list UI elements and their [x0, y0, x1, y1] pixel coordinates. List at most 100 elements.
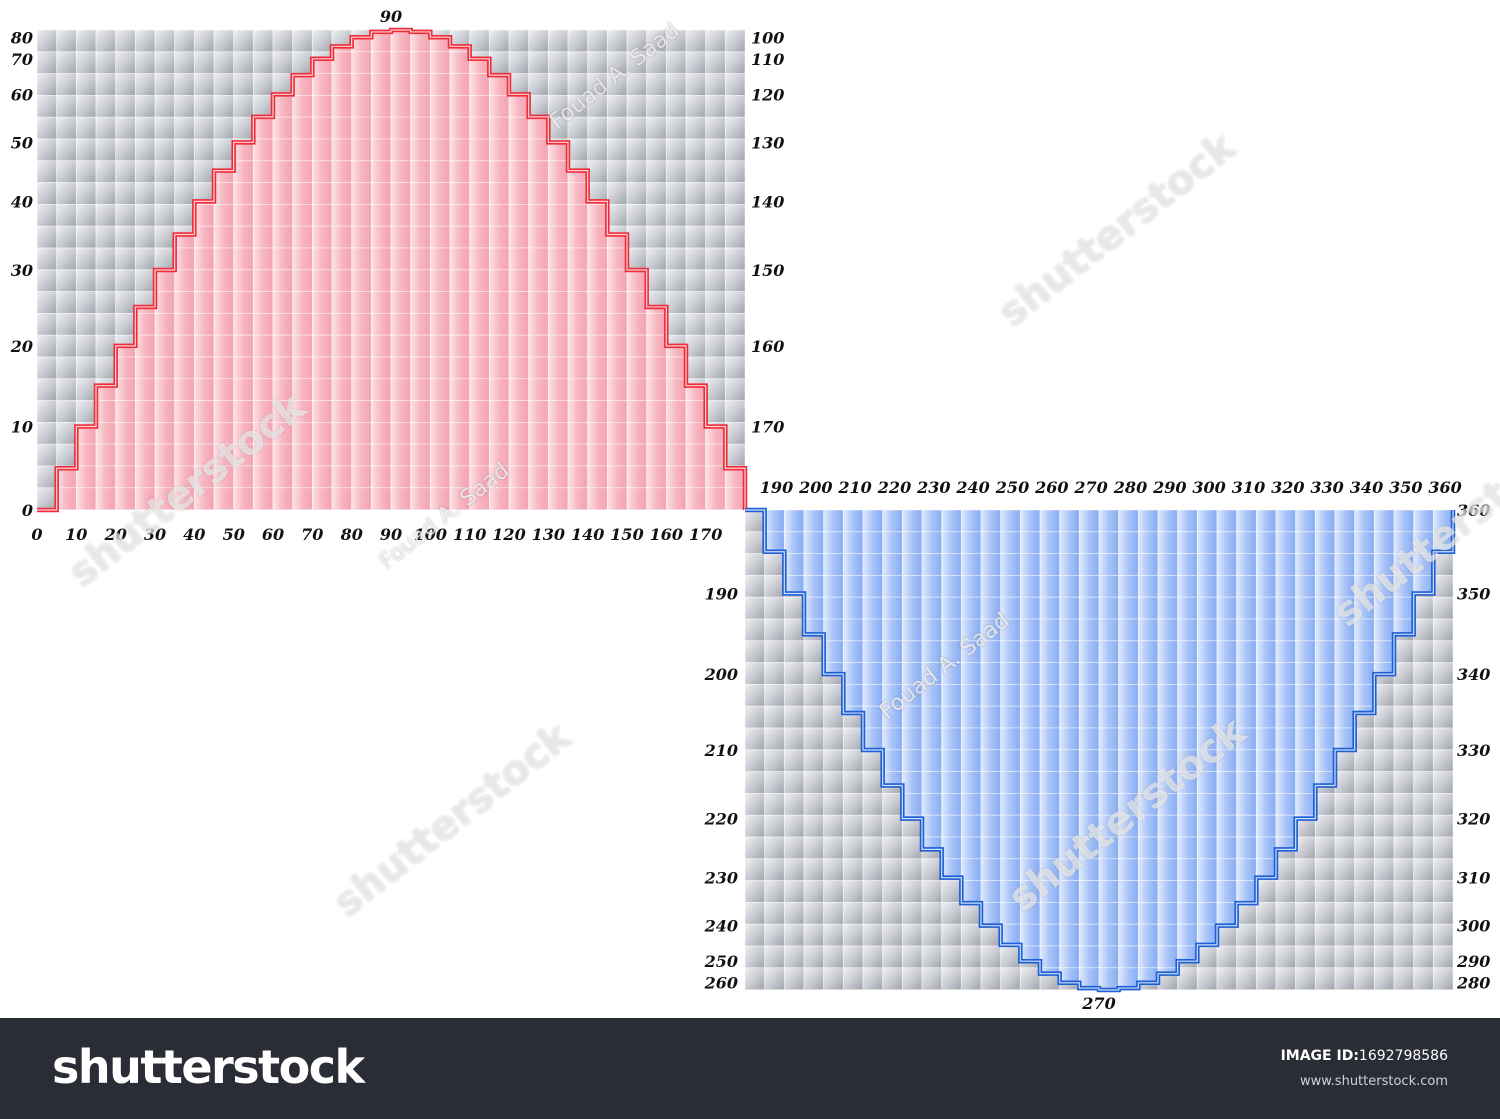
x-tick-label: 120 — [492, 525, 525, 544]
pink-cell — [429, 334, 451, 358]
y-tick-label-left: 10 — [11, 418, 33, 437]
x-tick-label: 100 — [414, 525, 447, 544]
pink-cell — [370, 225, 392, 249]
grid-bottom-cell — [823, 967, 844, 990]
blue-cell — [1019, 923, 1041, 947]
pink-cell — [292, 138, 313, 162]
pink-cell — [665, 378, 687, 401]
grid-top-cell — [134, 138, 156, 162]
blue-cell — [960, 814, 982, 838]
blue-cell — [1275, 618, 1297, 642]
blue-cell — [1157, 618, 1179, 642]
blue-cell — [1078, 814, 1100, 838]
grid-top-cell — [134, 51, 156, 74]
grid-bottom-cell — [744, 596, 766, 620]
grid-top-cell — [587, 160, 608, 184]
blue-cell — [1078, 684, 1100, 707]
pink-cell — [272, 95, 294, 118]
pink-cell — [429, 116, 451, 140]
grid-top-cell — [115, 29, 136, 53]
pink-cell — [233, 160, 254, 184]
pink-cell — [351, 95, 372, 118]
pink-cell — [390, 182, 412, 205]
grid-top-cell — [134, 182, 156, 205]
pink-cell — [115, 465, 136, 489]
pink-cell — [193, 465, 215, 489]
axis-labels: 0 10 20 30 40 50 60 70 80 90 100 110 120 130 140 150 160… — [10, 7, 1491, 1013]
pink-cell — [587, 465, 608, 489]
blue-cell — [1216, 793, 1238, 816]
grid-bottom-cell — [764, 967, 785, 990]
blue-cell — [1039, 836, 1061, 860]
pink-cell — [351, 465, 372, 489]
pink-cell — [233, 334, 254, 358]
grid-top-cell — [724, 400, 746, 423]
blue-cell — [1216, 684, 1238, 707]
blue-cell — [1354, 553, 1375, 576]
blue-cell — [1157, 705, 1179, 729]
pink-cell — [75, 487, 97, 510]
pink-cell — [311, 95, 333, 118]
grid-top-cell — [95, 203, 117, 227]
x-tick-label-top: 190 — [760, 478, 793, 497]
grid-bottom-cell — [1275, 967, 1297, 990]
blue-cell — [1314, 575, 1336, 598]
blue-cell — [941, 749, 962, 772]
grid-top-cell — [724, 443, 746, 467]
x-tick-label-top: 310 — [1232, 478, 1265, 497]
grid-bottom-cell — [764, 705, 785, 729]
pink-cell — [429, 73, 451, 96]
grid-top-cell — [508, 29, 530, 53]
pink-cell — [488, 465, 510, 489]
grid-bottom-cell — [941, 945, 962, 969]
grid-bottom-cell — [744, 858, 766, 881]
blue-cell — [1373, 553, 1395, 576]
pink-cell — [370, 443, 392, 467]
blue-cell — [1393, 596, 1415, 620]
grid-top-cell — [705, 225, 726, 249]
pink-cell — [528, 116, 549, 140]
blue-cell — [1255, 553, 1277, 576]
grid-top-cell — [665, 95, 687, 118]
brand-logo[interactable]: shutterstock — [52, 1040, 365, 1094]
pink-cell — [410, 138, 431, 162]
pink-cell — [626, 378, 648, 401]
pink-cell — [134, 465, 156, 489]
pink-cell — [252, 182, 274, 205]
pink-cell — [292, 356, 313, 380]
blue-cell — [901, 510, 923, 533]
grid-top-cell — [685, 291, 707, 314]
pink-cell — [174, 334, 195, 358]
grid-bottom-cell — [803, 902, 825, 925]
grid-top-cell — [174, 138, 195, 162]
grid-top-cell — [193, 95, 215, 118]
grid-bottom-cell — [1373, 749, 1395, 772]
blue-cell — [1059, 575, 1080, 598]
grid-bottom-cell — [1413, 640, 1434, 663]
pink-cell — [390, 160, 412, 184]
grid-top-cell — [724, 29, 746, 53]
pink-cell — [331, 247, 353, 271]
grid-bottom-cell — [1314, 814, 1336, 838]
blue-cell — [1098, 553, 1120, 576]
pink-cell — [331, 291, 353, 314]
blue-cell — [1314, 531, 1336, 554]
trough-label: 270 — [1081, 994, 1115, 1013]
blue-cell — [1157, 836, 1179, 860]
site-url[interactable]: www.shutterstock.com — [1299, 1074, 1448, 1089]
blue-cell — [862, 684, 884, 707]
grid-top-cell — [154, 29, 176, 53]
pink-cell — [331, 443, 353, 467]
blue-cell — [1216, 575, 1238, 598]
pink-cell — [174, 400, 195, 423]
blue-cell — [1019, 640, 1041, 663]
pink-cell — [390, 73, 412, 96]
pink-cell — [626, 312, 648, 336]
grid-top-cell — [56, 378, 77, 401]
grid-top-cell — [36, 465, 58, 489]
blue-cell — [921, 596, 943, 620]
blue-cell — [960, 575, 982, 598]
pink-cell — [174, 378, 195, 401]
grid-top-cell — [252, 29, 274, 53]
pink-cell — [252, 225, 274, 249]
